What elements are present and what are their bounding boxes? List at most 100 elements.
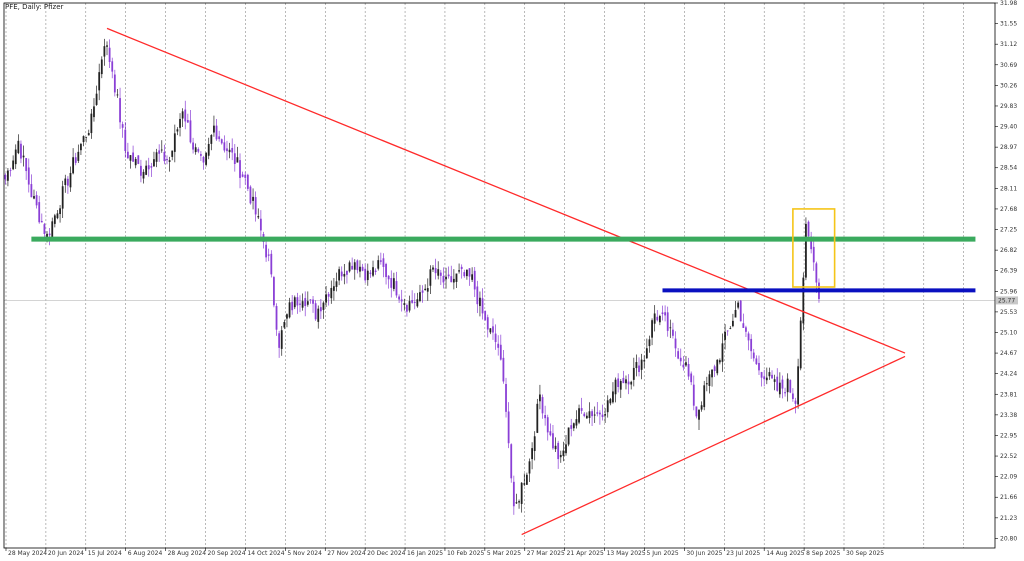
candle-body [126, 151, 129, 159]
candle-body [186, 120, 189, 123]
candle-body [606, 400, 609, 413]
candle-body [335, 281, 338, 287]
candle-body [325, 294, 327, 303]
y-tick-label: 21.66 [1000, 494, 1017, 501]
y-tick-label: 23.81 [1000, 391, 1017, 398]
candle-body [340, 271, 343, 277]
candle-body [306, 301, 309, 305]
candle-body [296, 297, 299, 306]
candle-body [687, 363, 690, 377]
candle-body [312, 299, 314, 304]
candle-body [108, 47, 111, 62]
candle-body [625, 379, 627, 384]
candle-body [505, 383, 507, 412]
candle-body [356, 260, 359, 271]
candle-body [481, 298, 484, 314]
candle-body [4, 174, 7, 180]
candle-body [791, 393, 794, 399]
annotations [31, 27, 976, 536]
y-tick-label: 30.69 [1000, 62, 1017, 69]
candle-body [213, 125, 215, 133]
candle-body [797, 366, 800, 405]
candle-body [802, 277, 805, 324]
candle-body [82, 136, 85, 143]
candle-body [593, 414, 596, 416]
candle-body [194, 147, 197, 153]
candle-body [330, 287, 333, 299]
candle-body [713, 366, 716, 371]
lower-trendline [521, 355, 906, 536]
candle-body [784, 392, 786, 394]
candle-body [317, 308, 320, 322]
candle-body [218, 136, 221, 140]
candle-body [241, 174, 244, 177]
candle-body [492, 326, 494, 333]
candle-body [59, 208, 61, 215]
candle-body [718, 360, 721, 363]
y-tick-label: 31.55 [1000, 21, 1017, 28]
candle-body [552, 433, 554, 449]
candle-body [80, 143, 82, 151]
candle-body [479, 297, 481, 306]
candle-body [442, 276, 445, 283]
candle-body [604, 414, 607, 416]
candle-body [737, 302, 740, 308]
candle-body [392, 278, 395, 289]
x-tick-label: 8 Sep 2025 [806, 550, 840, 557]
candle-body [789, 380, 792, 393]
candle-body [124, 129, 127, 151]
candle-body [299, 303, 301, 305]
x-tick-label: 21 Apr 2025 [567, 550, 604, 557]
candle-body [445, 276, 447, 280]
candle-body [309, 299, 312, 301]
y-tick-label: 25.96 [1000, 288, 1017, 295]
candle-body [351, 265, 354, 270]
candle-body [372, 267, 374, 276]
candle-body [353, 262, 356, 270]
candle-body [215, 125, 218, 140]
candle-body [327, 293, 330, 297]
x-tick-label: 5 Mar 2025 [487, 550, 521, 557]
candle-body [648, 339, 651, 347]
candle-body [411, 300, 414, 303]
candle-body [518, 501, 520, 503]
candle-body [815, 263, 818, 283]
candle-body [786, 378, 789, 393]
candle-body [382, 258, 385, 267]
candle-body [781, 379, 784, 389]
x-tick-label: 6 Aug 2024 [128, 550, 163, 557]
candle-body [35, 195, 38, 206]
candle-body [677, 351, 680, 359]
candle-body [403, 303, 406, 305]
candle-body [236, 157, 239, 163]
candle-body [33, 196, 35, 199]
candle-body [588, 411, 591, 418]
candle-body [805, 223, 807, 278]
candle-body [429, 269, 432, 286]
candle-body [580, 408, 583, 411]
y-tick-label: 28.54 [1000, 165, 1017, 172]
candle-body [137, 155, 140, 164]
candle-body [544, 415, 547, 419]
candle-body [390, 278, 393, 288]
candle-body [739, 300, 742, 322]
candle-body [168, 160, 171, 162]
candle-body [374, 270, 377, 272]
candle-body [716, 359, 719, 374]
candle-body [638, 365, 640, 372]
candle-body [25, 158, 28, 172]
axes: 31.98 31.55 31.12 30.69 30.26 29.83 29.40 28.97… [3, 0, 1017, 557]
candle-body [48, 233, 51, 236]
candle-body [361, 266, 364, 271]
candle-body [150, 166, 153, 168]
candle-body [471, 274, 474, 280]
candle-body [322, 302, 325, 310]
candle-body [387, 275, 390, 280]
candle-body [512, 481, 515, 507]
candle-body [246, 174, 249, 189]
candle-body [66, 178, 69, 186]
candle-body [664, 312, 667, 316]
candle-body [210, 134, 213, 144]
candle-body [486, 317, 489, 330]
candle-body [231, 147, 234, 153]
